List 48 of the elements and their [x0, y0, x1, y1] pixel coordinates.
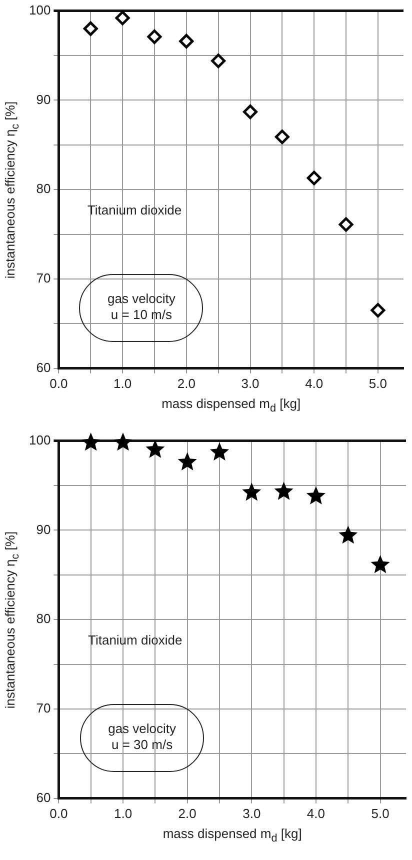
- y-tick-label: 70: [36, 270, 51, 286]
- y-tick-label: 90: [36, 92, 51, 107]
- x-tick-label: 0.0: [50, 376, 68, 391]
- point: [306, 170, 322, 186]
- x-tick-label: 1.0: [114, 376, 132, 391]
- point: [178, 452, 197, 470]
- x-tick-label: 3.0: [241, 376, 260, 391]
- x-tick-label: 1.0: [114, 806, 132, 821]
- y-tick-label: 70: [36, 700, 51, 716]
- point: [83, 21, 98, 36]
- point: [113, 432, 133, 451]
- point: [370, 555, 390, 574]
- annotation: gas velocity u = 10 m/s: [107, 291, 176, 322]
- x-tick-label: 3.0: [242, 806, 261, 821]
- y-tick-label: 80: [36, 611, 51, 626]
- y-tick-label: 60: [36, 360, 51, 375]
- x-tick-label: 2.0: [177, 376, 196, 391]
- x-tick-label: 0.0: [50, 806, 68, 821]
- point: [370, 303, 386, 318]
- point: [179, 34, 194, 48]
- y-tick-label: 100: [28, 2, 51, 18]
- y-tick-label: 100: [28, 432, 51, 448]
- x-tick-label: 4.0: [305, 376, 324, 391]
- point: [81, 432, 100, 451]
- x-tick-label: 4.0: [306, 806, 325, 821]
- x-axis-title: mass dispensed m$_{d}$ [kg]: [162, 826, 302, 845]
- annotation: Titanium dioxide: [88, 632, 182, 648]
- point: [338, 526, 358, 544]
- point: [210, 442, 229, 461]
- x-tick-label: 5.0: [368, 376, 387, 391]
- point: [115, 10, 130, 26]
- point: [146, 440, 165, 458]
- point: [338, 217, 354, 232]
- point: [274, 130, 290, 144]
- y-tick-label: 90: [36, 522, 51, 537]
- annotation: Titanium dioxide: [87, 202, 182, 218]
- point: [242, 482, 262, 501]
- point: [147, 29, 162, 44]
- x-tick-label: 5.0: [371, 806, 390, 821]
- x-axis-title: mass dispensed m$_{d}$ [kg]: [162, 396, 301, 415]
- annotation: gas velocity u = 30 m/s: [108, 721, 177, 752]
- point: [306, 486, 326, 504]
- point: [243, 104, 258, 120]
- y-tick-label: 80: [36, 181, 51, 196]
- y-tick-label: 60: [36, 790, 51, 805]
- point: [211, 54, 226, 68]
- point: [274, 482, 294, 500]
- x-tick-label: 2.0: [178, 806, 196, 821]
